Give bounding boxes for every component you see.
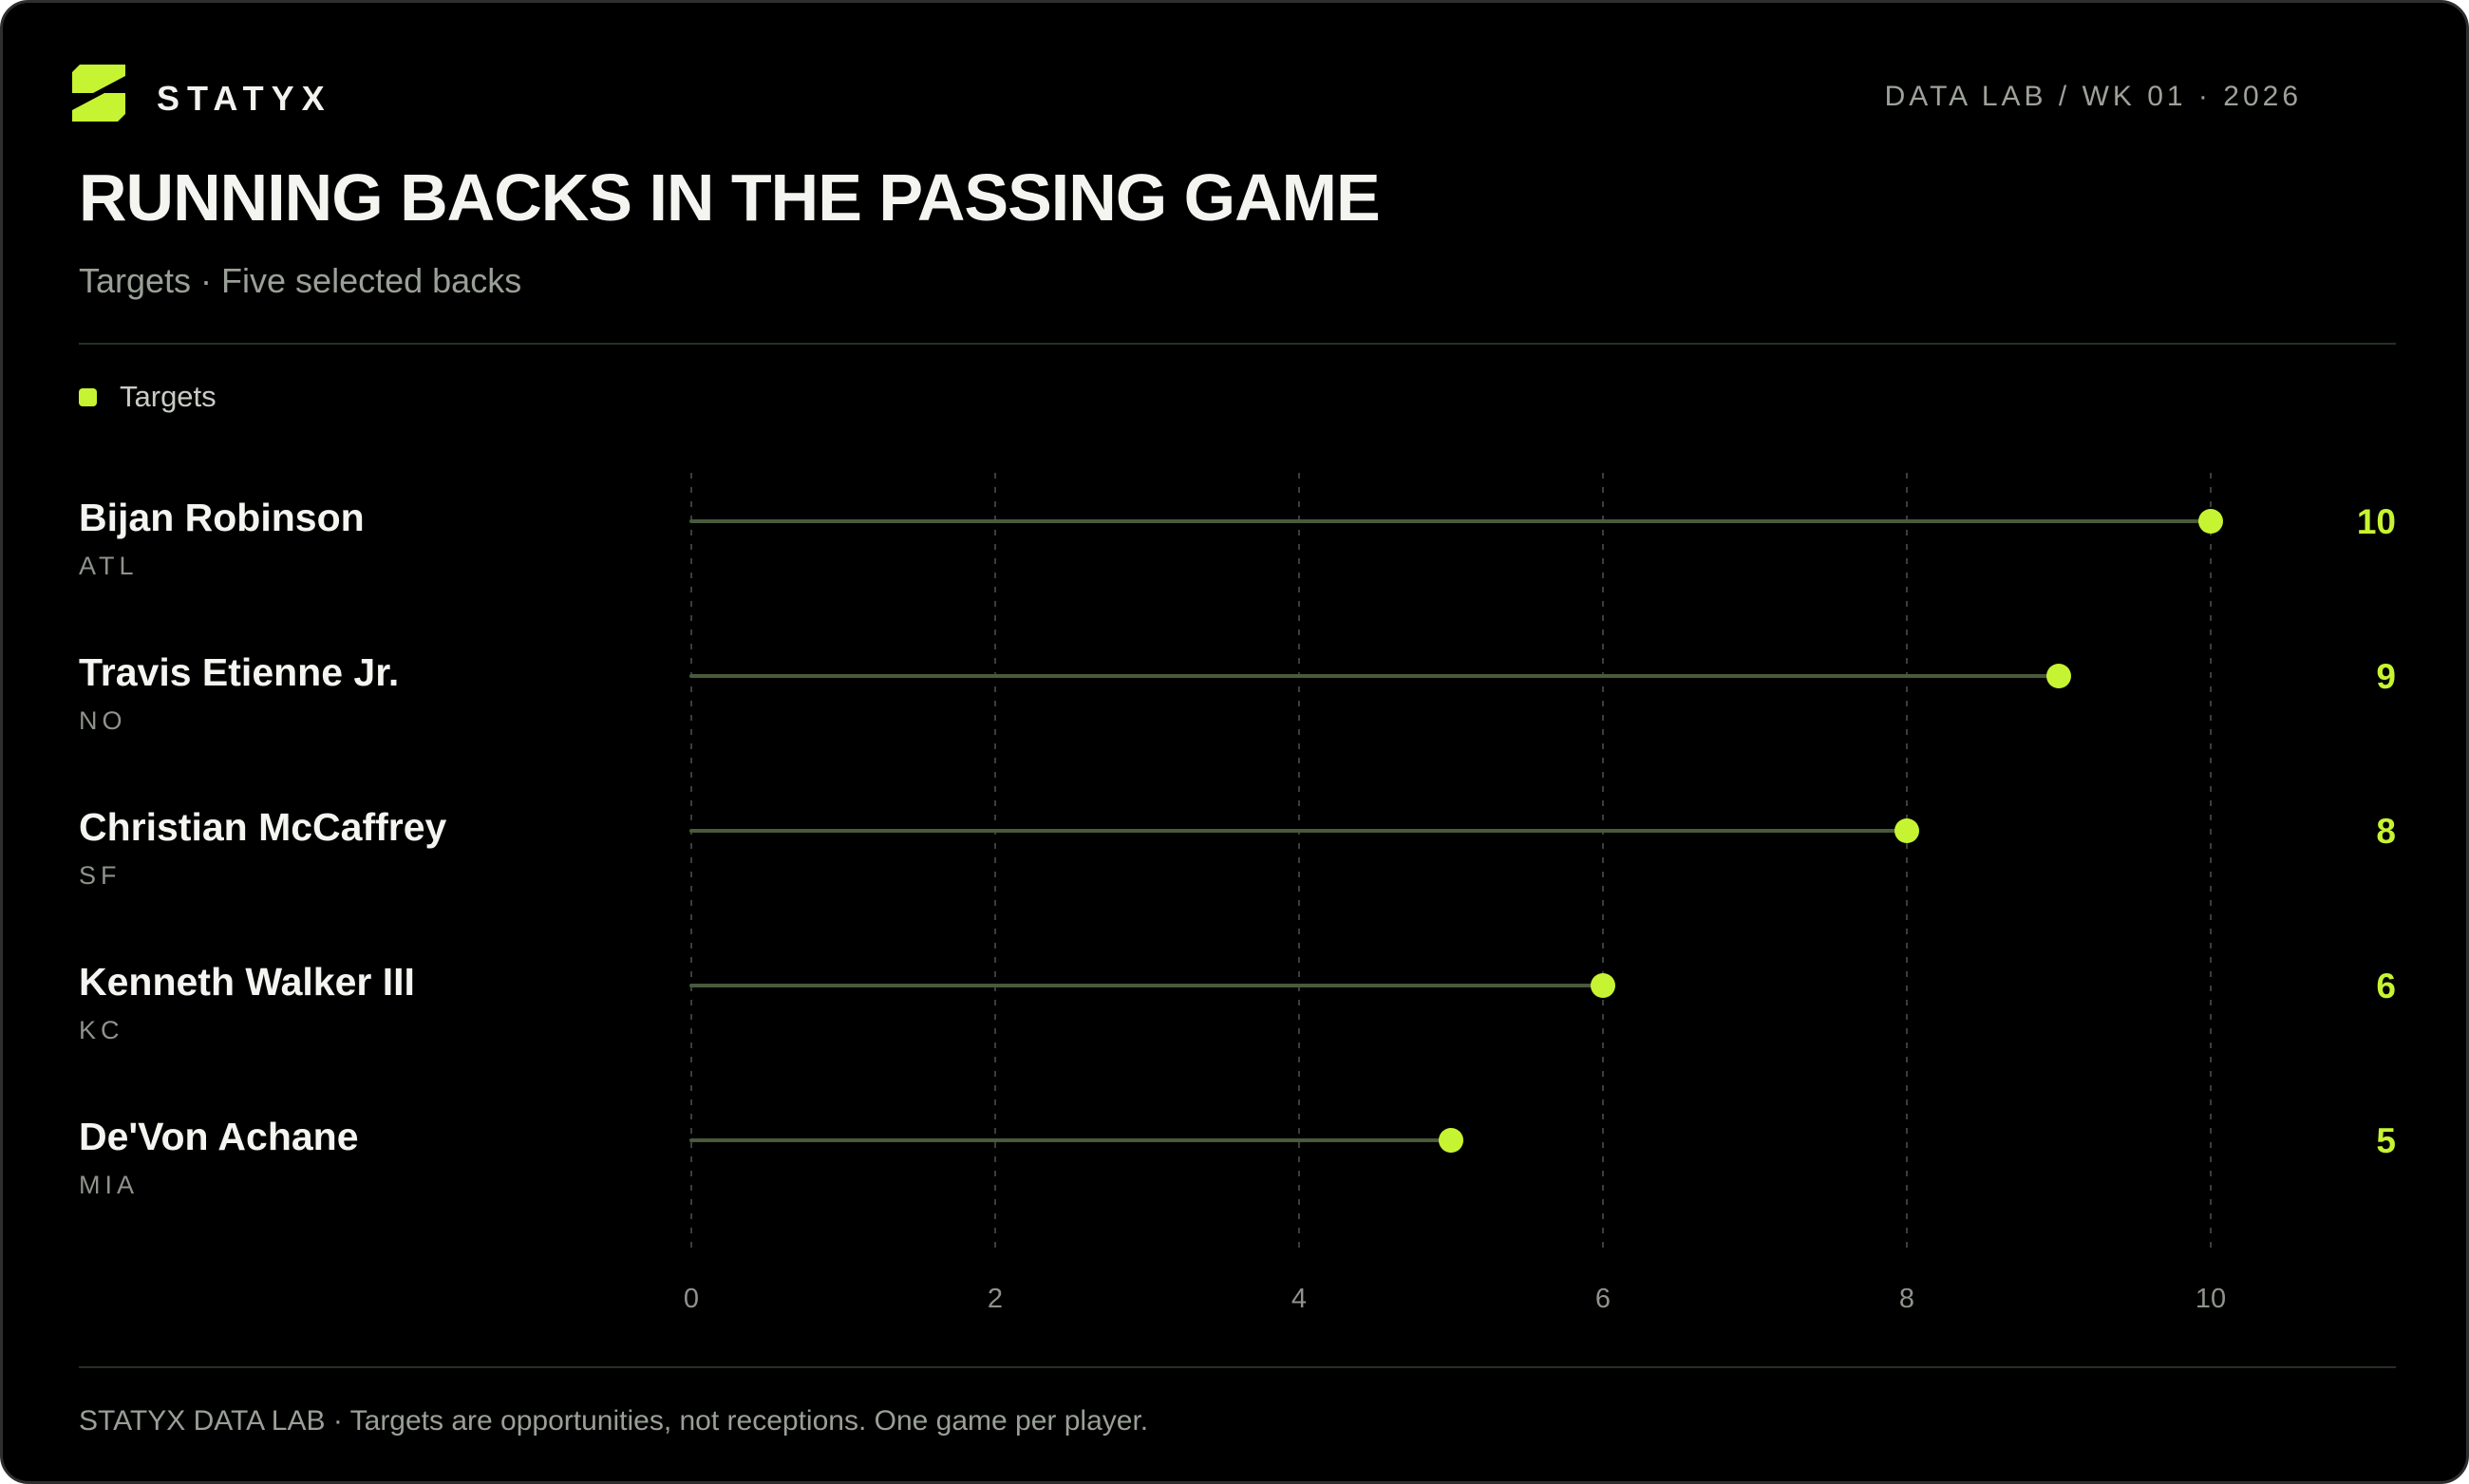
x-tick-label: 0	[684, 1284, 699, 1314]
brand-name: STATYX	[157, 79, 332, 118]
x-tick-label: 6	[1595, 1284, 1611, 1314]
lollipop-point	[1591, 973, 1615, 998]
player-team: ATL	[79, 552, 139, 580]
chart-title: RUNNING BACKS IN THE PASSING GAME	[79, 160, 1381, 235]
footer-divider	[79, 1366, 2396, 1368]
player-row-label: Travis Etienne Jr. NO	[79, 649, 399, 736]
player-team: SF	[79, 861, 122, 890]
player-name: Christian McCaffrey	[79, 805, 447, 849]
player-name: Bijan Robinson	[79, 496, 365, 539]
legend-label: Targets	[120, 380, 217, 413]
footer-note: STATYX DATA LAB · Targets are opportunit…	[79, 1405, 1149, 1437]
x-tick-label: 8	[1899, 1284, 1914, 1314]
legend-swatch	[79, 387, 97, 406]
bolt-logo-icon	[72, 65, 125, 122]
lollipop-point	[1439, 1128, 1463, 1153]
player-team: MIA	[79, 1171, 140, 1199]
player-row-label: Bijan Robinson ATL	[79, 495, 365, 581]
lollipop-point	[2198, 509, 2223, 534]
player-name: De'Von Achane	[79, 1115, 359, 1158]
lollipop-point	[1894, 818, 1919, 843]
player-name: Kenneth Walker III	[79, 960, 415, 1004]
value-label: 6	[2376, 967, 2396, 1005]
lollipop-plot: 0 2 4 6 8 10 10 9 8 6 5	[684, 473, 2396, 1314]
player-name: Travis Etienne Jr.	[79, 650, 400, 694]
chart-legend: Targets	[79, 378, 217, 416]
player-row-label: Kenneth Walker III KC	[79, 959, 415, 1045]
player-team: NO	[79, 706, 127, 735]
edition-label: DATA LAB / WK 01 · 2026	[1884, 81, 2302, 112]
player-team: KC	[79, 1016, 124, 1044]
value-label: 5	[2376, 1121, 2396, 1160]
x-tick-label: 2	[988, 1284, 1003, 1314]
lollipop-point	[2046, 664, 2071, 688]
value-label: 10	[2357, 502, 2396, 541]
player-row-label: De'Von Achane MIA	[79, 1114, 359, 1200]
x-tick-label: 4	[1291, 1284, 1307, 1314]
x-tick-label: 10	[2196, 1284, 2226, 1314]
value-label: 9	[2376, 657, 2396, 696]
value-label: 8	[2376, 812, 2396, 851]
player-row-label: Christian McCaffrey SF	[79, 804, 446, 891]
header-divider	[79, 343, 2396, 345]
chart-subtitle: Targets · Five selected backs	[79, 261, 522, 300]
